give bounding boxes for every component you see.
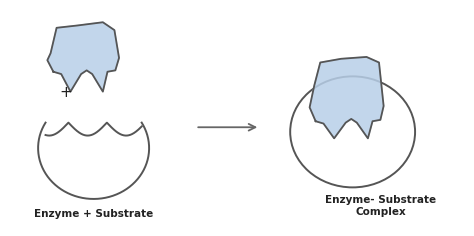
Polygon shape xyxy=(47,22,119,92)
Polygon shape xyxy=(310,57,383,138)
Text: +: + xyxy=(59,85,72,100)
Text: Enzyme- Substrate
Complex: Enzyme- Substrate Complex xyxy=(325,195,436,217)
Text: Enzyme + Substrate: Enzyme + Substrate xyxy=(34,209,153,219)
